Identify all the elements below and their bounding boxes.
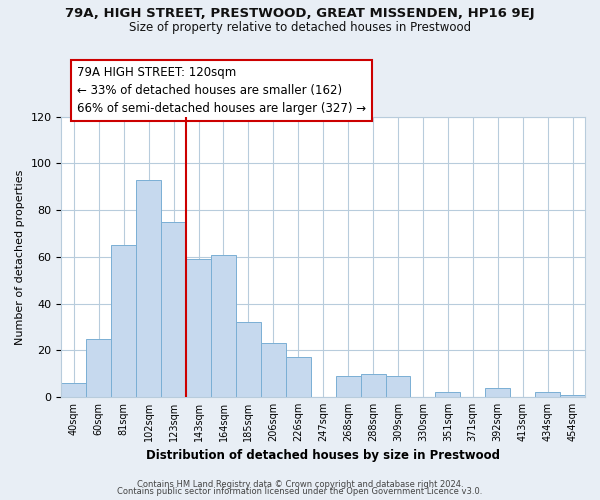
- Text: 79A, HIGH STREET, PRESTWOOD, GREAT MISSENDEN, HP16 9EJ: 79A, HIGH STREET, PRESTWOOD, GREAT MISSE…: [65, 8, 535, 20]
- Bar: [485, 388, 510, 397]
- Text: Contains public sector information licensed under the Open Government Licence v3: Contains public sector information licen…: [118, 488, 482, 496]
- Bar: [111, 245, 136, 397]
- Bar: [386, 376, 410, 397]
- Y-axis label: Number of detached properties: Number of detached properties: [15, 169, 25, 344]
- X-axis label: Distribution of detached houses by size in Prestwood: Distribution of detached houses by size …: [146, 450, 500, 462]
- Bar: [335, 376, 361, 397]
- Bar: [261, 343, 286, 397]
- Text: Size of property relative to detached houses in Prestwood: Size of property relative to detached ho…: [129, 21, 471, 34]
- Bar: [161, 222, 186, 397]
- Bar: [560, 394, 585, 397]
- Bar: [236, 322, 261, 397]
- Bar: [211, 254, 236, 397]
- Bar: [535, 392, 560, 397]
- Text: 79A HIGH STREET: 120sqm
← 33% of detached houses are smaller (162)
66% of semi-d: 79A HIGH STREET: 120sqm ← 33% of detache…: [77, 66, 366, 116]
- Bar: [61, 383, 86, 397]
- Text: Contains HM Land Registry data © Crown copyright and database right 2024.: Contains HM Land Registry data © Crown c…: [137, 480, 463, 489]
- Bar: [136, 180, 161, 397]
- Bar: [186, 259, 211, 397]
- Bar: [361, 374, 386, 397]
- Bar: [286, 357, 311, 397]
- Bar: [436, 392, 460, 397]
- Bar: [86, 338, 111, 397]
